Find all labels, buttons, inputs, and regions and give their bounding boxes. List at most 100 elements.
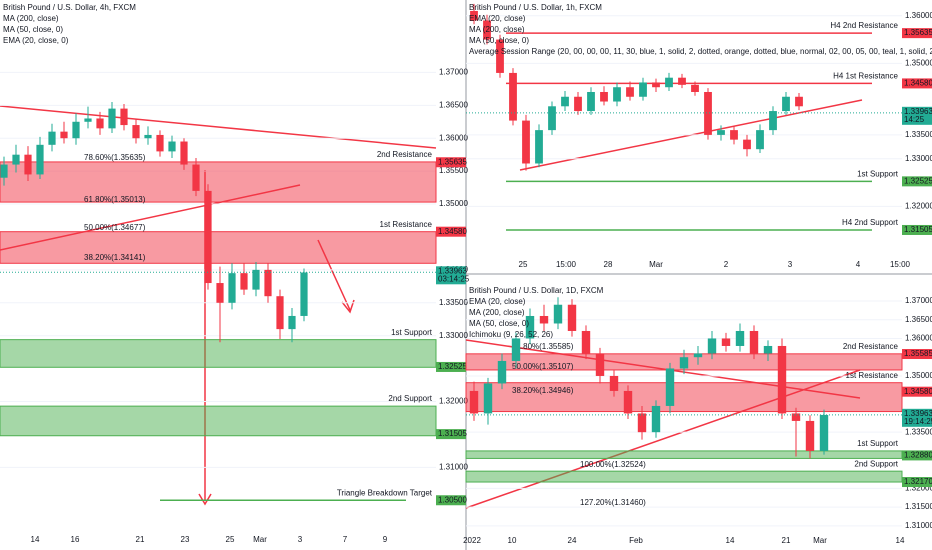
- last-price-label: 1.33963: [904, 107, 932, 116]
- candle-body: [48, 131, 56, 145]
- candle-body: [756, 130, 764, 150]
- price-tag-label: 1.34580: [904, 79, 932, 88]
- x-tick-label: 16: [71, 535, 80, 544]
- x-tick-label: Mar: [649, 260, 663, 269]
- indicator-label: EMA (20, close): [469, 297, 526, 306]
- x-tick-label: Feb: [629, 536, 643, 545]
- candle-body: [626, 87, 634, 97]
- zone: [465, 450, 903, 459]
- price-tag-label: 1.35585: [904, 349, 932, 358]
- zone: [0, 231, 437, 264]
- price-tag: [436, 361, 466, 372]
- candle-body: [204, 190, 212, 284]
- x-tick-label: Mar: [813, 536, 827, 545]
- fib-label: 61.80%(1.35585): [512, 342, 574, 351]
- candle-body: [276, 296, 284, 330]
- y-tick-label: 1.36000: [905, 11, 932, 20]
- price-tag: [902, 386, 932, 397]
- candle-body: [192, 164, 200, 191]
- candle-body: [777, 345, 787, 414]
- fib-label: 61.80%(1.35013): [84, 195, 146, 204]
- candle-body: [497, 360, 507, 384]
- indicator-label: MA (200, close): [469, 308, 525, 317]
- candle-body: [548, 106, 556, 131]
- candle-body: [553, 304, 563, 324]
- price-tag-label: 1.32525: [904, 176, 932, 185]
- chart-title: British Pound / U.S. Dollar, 1D, FXCM: [469, 286, 604, 295]
- candle-body: [693, 353, 703, 358]
- y-tick-label: 1.37000: [905, 296, 932, 305]
- candle-body: [652, 82, 660, 88]
- candle-body: [623, 390, 633, 414]
- candle-body: [264, 269, 272, 297]
- candle-body: [574, 96, 582, 112]
- price-tag-label: 1.31505: [904, 225, 932, 234]
- fib-label: 50.00%(1.35107): [512, 362, 574, 371]
- last-price-label: 1.33963: [438, 266, 467, 275]
- level-label: 1st Resistance: [380, 220, 433, 229]
- indicator-label: Ichimoku (9, 26, 52, 26): [469, 330, 553, 339]
- candle-body: [743, 139, 751, 150]
- candle-body: [721, 338, 731, 346]
- candle-body: [539, 315, 549, 324]
- x-tick-label: 15:00: [890, 260, 911, 269]
- candle-body: [749, 330, 759, 354]
- fib-label: 78.60%(1.35635): [84, 153, 146, 162]
- y-tick-label: 1.31000: [905, 521, 932, 530]
- x-tick-label: 25: [226, 535, 235, 544]
- y-tick-label: 1.31000: [439, 462, 468, 471]
- level-label: 2nd Support: [854, 459, 898, 468]
- candle-body: [216, 283, 224, 303]
- fib-label: 50.00%(1.34677): [84, 223, 146, 232]
- candle-body: [60, 131, 68, 139]
- y-tick-label: 1.35000: [905, 59, 932, 68]
- x-tick-label: 14: [896, 536, 905, 545]
- chart-title: British Pound / U.S. Dollar, 1h, FXCM: [469, 3, 602, 12]
- candle-body: [36, 144, 44, 175]
- chart-title: British Pound / U.S. Dollar, 4h, FXCM: [3, 3, 136, 12]
- candle-body: [525, 315, 535, 339]
- x-tick-label: 14: [31, 535, 40, 544]
- candle-body: [522, 120, 530, 164]
- price-tag: [902, 78, 932, 89]
- level-label: 2nd Resistance: [377, 150, 433, 159]
- candle-body: [595, 353, 605, 376]
- candle-body: [300, 272, 308, 316]
- level-label: 1st Support: [391, 328, 433, 337]
- candle-body: [691, 84, 699, 92]
- x-tick-label: 14: [726, 536, 735, 545]
- indicator-label: MA (200, close): [469, 25, 525, 34]
- x-tick-label: 21: [782, 536, 791, 545]
- x-tick-label: 7: [343, 535, 348, 544]
- y-tick-label: 1.36000: [439, 133, 468, 142]
- fib-label: 127.20%(1.31460): [580, 498, 646, 507]
- candle-body: [679, 357, 689, 369]
- fib-label: 38.20%(1.34946): [512, 386, 574, 395]
- candle-body: [12, 154, 20, 165]
- candle-body: [96, 118, 104, 129]
- y-tick-label: 1.31500: [905, 502, 932, 511]
- price-tag: [902, 176, 932, 187]
- x-tick-label: 21: [136, 535, 145, 544]
- last-price-tag: [902, 408, 932, 427]
- candle-body: [707, 338, 717, 354]
- candle-body: [561, 96, 569, 107]
- indicator-label: EMA (20, close, 0): [3, 36, 69, 45]
- candle-body: [769, 111, 777, 131]
- y-tick-label: 1.33000: [439, 331, 468, 340]
- arrow-head: [198, 493, 212, 506]
- y-tick-label: 1.35500: [439, 166, 468, 175]
- candle-body: [581, 330, 591, 354]
- candle-body: [288, 315, 296, 330]
- price-tag-label: 1.35635: [904, 28, 932, 37]
- y-tick-label: 1.33500: [905, 427, 932, 436]
- x-tick-label: 23: [181, 535, 190, 544]
- price-tag: [902, 224, 932, 235]
- fib-label: 38.20%(1.34141): [84, 253, 146, 262]
- candle-body: [120, 108, 128, 126]
- price-tag: [436, 157, 466, 168]
- candle-body: [704, 91, 712, 135]
- y-tick-label: 1.33500: [905, 130, 932, 139]
- x-tick-label: 2022: [463, 536, 481, 545]
- candle-body: [108, 108, 116, 129]
